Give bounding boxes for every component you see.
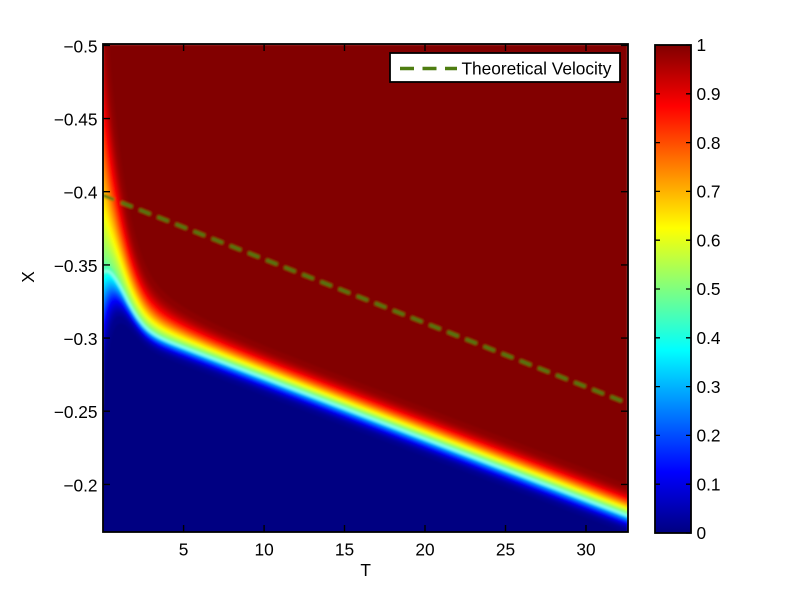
svg-text:X: X [18, 271, 38, 283]
svg-text:T: T [360, 560, 371, 580]
svg-text:0: 0 [697, 523, 707, 543]
svg-text:10: 10 [254, 540, 273, 560]
svg-text:5: 5 [179, 540, 189, 560]
svg-text:20: 20 [415, 540, 434, 560]
svg-text:0.3: 0.3 [697, 377, 721, 397]
svg-text:0.4: 0.4 [697, 328, 721, 348]
svg-text:0.7: 0.7 [697, 182, 721, 202]
svg-text:−0.35: −0.35 [54, 256, 98, 276]
svg-text:−0.2: −0.2 [63, 475, 97, 495]
svg-text:0.9: 0.9 [697, 84, 721, 104]
svg-text:0.2: 0.2 [697, 426, 721, 446]
svg-text:1: 1 [697, 35, 707, 55]
svg-text:0.6: 0.6 [697, 230, 721, 250]
svg-text:0.5: 0.5 [697, 279, 721, 299]
svg-text:−0.25: −0.25 [54, 402, 98, 422]
svg-text:Theoretical Velocity: Theoretical Velocity [462, 59, 612, 79]
svg-text:0.8: 0.8 [697, 133, 721, 153]
svg-text:−0.45: −0.45 [54, 110, 98, 130]
svg-text:15: 15 [335, 540, 354, 560]
svg-text:−0.3: −0.3 [63, 329, 97, 349]
svg-text:−0.5: −0.5 [63, 36, 97, 56]
svg-text:25: 25 [496, 540, 515, 560]
svg-text:30: 30 [576, 540, 595, 560]
svg-text:0.1: 0.1 [697, 474, 721, 494]
svg-text:−0.4: −0.4 [63, 183, 98, 203]
